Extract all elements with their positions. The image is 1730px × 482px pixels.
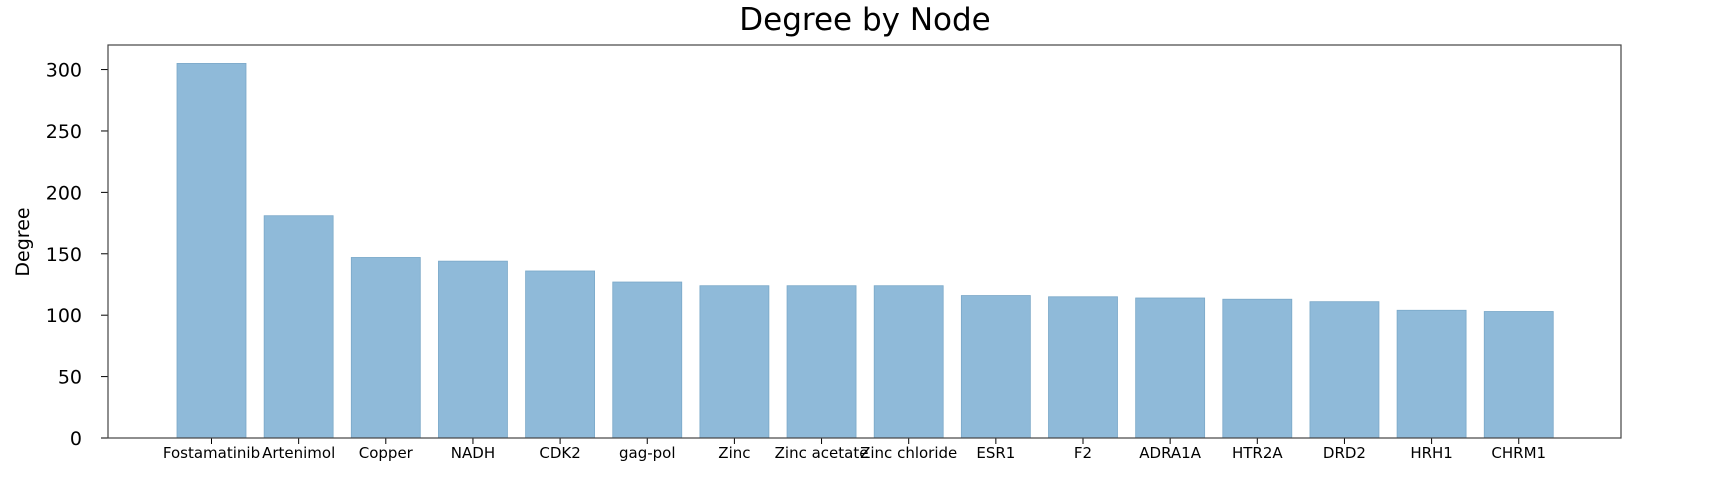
bar-zinc [699, 285, 770, 439]
x-tick-label: Fostamatinib [163, 444, 260, 462]
bar-f2 [1048, 296, 1118, 439]
bar-hrh1 [1396, 309, 1467, 439]
x-tick-label: Copper [359, 444, 414, 462]
plot-area: 0 50 100 150 200 250 300 Fostamatinib Artenimol C… [46, 60, 1554, 462]
bar-copper [350, 257, 421, 439]
y-tick-label: 150 [46, 244, 82, 266]
bar-fostamatinib [176, 63, 247, 439]
x-tick-label: DRD2 [1323, 444, 1366, 462]
y-tick-label: 200 [46, 182, 82, 204]
y-axis-label: Degree [12, 207, 34, 276]
x-tick-label: ESR1 [976, 444, 1015, 462]
x-tick-label: CHRM1 [1491, 444, 1546, 462]
bar-drd2 [1309, 301, 1380, 439]
plot-frame [107, 44, 1622, 439]
x-tick-label: gag-pol [619, 444, 676, 462]
x-tick-label: NADH [451, 444, 495, 462]
x-tick-label: HTR2A [1232, 444, 1283, 462]
x-tick-label: Zinc chloride [860, 444, 957, 462]
y-tick-label: 250 [46, 121, 82, 143]
y-tick-label: 0 [70, 428, 82, 450]
x-tick-label: Zinc [718, 444, 750, 462]
bar-zinc-acetate [786, 285, 857, 439]
bar-esr1 [960, 295, 1031, 439]
x-tick-label: F2 [1074, 444, 1092, 462]
x-tick-label: Zinc acetate [775, 444, 869, 462]
y-tick-label: 300 [46, 60, 82, 82]
chart-title: Degree by Node [739, 2, 990, 38]
bar-chrm1 [1483, 311, 1554, 439]
bar-nadh [438, 260, 508, 439]
x-tick-label: HRH1 [1410, 444, 1453, 462]
x-tick-label: CDK2 [539, 444, 580, 462]
bar-artenimol [263, 215, 334, 439]
x-tick-label: Artenimol [262, 444, 335, 462]
y-tick-label: 50 [58, 367, 82, 389]
bar-cdk2 [525, 270, 595, 439]
y-tick-label: 100 [46, 305, 82, 327]
bar-adra1a [1135, 297, 1206, 439]
bar-gag-pol [612, 281, 683, 439]
bar-htr2a [1222, 298, 1293, 439]
x-tick-label: ADRA1A [1139, 444, 1201, 462]
bar-zinc-chloride [873, 285, 944, 439]
